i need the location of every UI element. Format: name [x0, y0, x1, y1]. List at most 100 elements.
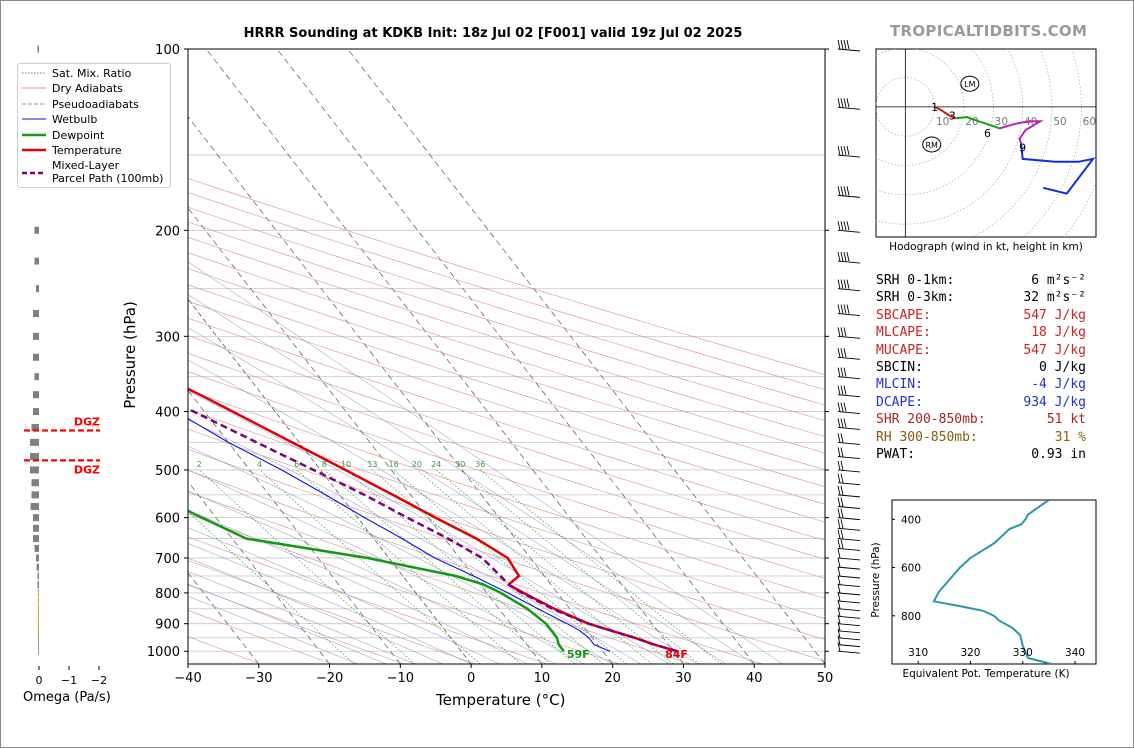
param-label: SRH 0-3km: [876, 290, 955, 306]
theta-y-tick-label: 800 [901, 611, 921, 623]
barb-flag [846, 252, 850, 262]
x-tick-label: 40 [746, 671, 763, 686]
param-label: SBCAPE: [876, 307, 931, 323]
legend-entry-parcel-2: Parcel Path (100mb) [52, 172, 164, 185]
param-label: SHR 200-850mb: [876, 412, 986, 428]
barb-flag [840, 39, 844, 50]
barb-shaft [837, 547, 861, 551]
omega-bar [37, 572, 39, 580]
dry-adiabat [188, 206, 825, 406]
barb-shaft [837, 260, 861, 264]
y-tick-label: 800 [155, 587, 180, 602]
barb-flag [846, 221, 850, 231]
param-row: PWAT: 0.93 in [876, 446, 1096, 463]
barb-shaft [837, 194, 861, 198]
param-row: MLCIN: -4 J/kg [876, 376, 1096, 393]
barb-flag [837, 566, 841, 577]
param-value: 51 kt [1046, 412, 1086, 428]
hodo-ring-label: 10 [936, 116, 949, 128]
wind-barb [837, 304, 861, 317]
omega-bar [38, 620, 39, 628]
x-axis-label: Temperature (°C) [436, 691, 566, 709]
theta-x-label: Equivalent Pot. Temperature (K) [902, 668, 1070, 680]
barb-flag [837, 473, 841, 483]
legend-entry-temp: Temperature [52, 144, 122, 157]
barb-shaft [837, 527, 861, 531]
barb-shaft [837, 313, 861, 317]
x-tick-label: 30 [675, 671, 692, 686]
wind-barb [837, 558, 861, 570]
isotherm [188, 116, 613, 664]
param-label: MUCAPE: [876, 342, 931, 358]
hodo-height-label: 1 [931, 101, 938, 114]
wind-barb [837, 145, 861, 158]
theta-y-tick-label: 600 [901, 563, 921, 575]
dry-adiabat [188, 317, 825, 523]
barb-flag [837, 39, 841, 50]
barb-flag [840, 367, 844, 377]
theta-e-line [932, 500, 1052, 664]
legend-entry-dewpoint: Dewpoint [52, 129, 105, 142]
hodo-ring-label: 20 [965, 116, 978, 128]
hodo-marker-label: RM [925, 141, 938, 150]
wind-barbs [837, 39, 861, 654]
wind-barb [837, 508, 861, 521]
barb-shaft [837, 482, 861, 486]
hodo-ring-label: 50 [1053, 116, 1066, 128]
param-label: MLCIN: [876, 377, 923, 393]
mixing-ratio-label: 13 [367, 460, 377, 469]
omega-tick-label: −2 [91, 674, 107, 687]
mixing-ratio-line [259, 469, 481, 664]
mixing-ratio-label: 8 [322, 460, 327, 469]
barb-shaft [837, 557, 861, 561]
barb-flag [837, 304, 841, 314]
param-label: SBCIN: [876, 359, 923, 375]
omega-bar [31, 491, 39, 499]
dgz-label: DGZ [74, 415, 100, 428]
x-tick-label: 0 [467, 671, 475, 686]
barb-shaft [837, 154, 861, 158]
series-line-2 [188, 417, 611, 652]
omega-bar [38, 634, 39, 642]
mixing-ratio-line [323, 469, 551, 664]
wind-barb [837, 591, 861, 604]
barb-flag [843, 348, 847, 358]
mixing-ratio-line [188, 511, 355, 664]
y-axis-label: Pressure (hPa) [121, 301, 139, 409]
barb-flag [837, 145, 841, 156]
wind-barb [837, 485, 861, 498]
barb-flag [840, 529, 844, 539]
mixing-ratio-label: 16 [388, 460, 398, 469]
wind-barb [837, 39, 861, 52]
wind-barb [837, 433, 861, 445]
dry-adiabat [188, 409, 825, 620]
dgz-label: DGZ [74, 463, 100, 476]
dry-adiabat [188, 221, 825, 421]
dry-adiabat [188, 609, 333, 664]
y-tick-label: 300 [155, 330, 180, 345]
chart-title: HRRR Sounding at KDKB Init: 18z Jul 02 [… [243, 26, 743, 41]
barb-shaft [837, 623, 861, 627]
barb-shaft [837, 538, 861, 542]
barb-flag [843, 279, 847, 289]
legend-entry-pseudo: Pseudoadiabats [52, 98, 139, 111]
barb-shaft [837, 637, 861, 641]
pseudoadiabat [188, 469, 585, 664]
barb-flag [837, 628, 841, 638]
param-row: MUCAPE: 547 J/kg [876, 342, 1096, 359]
mixing-ratio-line [393, 469, 627, 664]
dry-adiabat [188, 335, 825, 541]
barb-flag [840, 508, 844, 518]
pseudoadiabat [188, 571, 415, 664]
barb-flag [837, 529, 841, 539]
wind-barb [837, 566, 861, 579]
barb-flag [837, 485, 841, 495]
isotherm [188, 298, 472, 664]
barb-flag [840, 460, 844, 471]
barb-flag [846, 279, 850, 289]
mixing-ratio-line [479, 469, 722, 664]
barb-flag [837, 98, 841, 108]
param-value: -4 J/kg [1031, 377, 1086, 393]
barb-flag [837, 433, 841, 443]
